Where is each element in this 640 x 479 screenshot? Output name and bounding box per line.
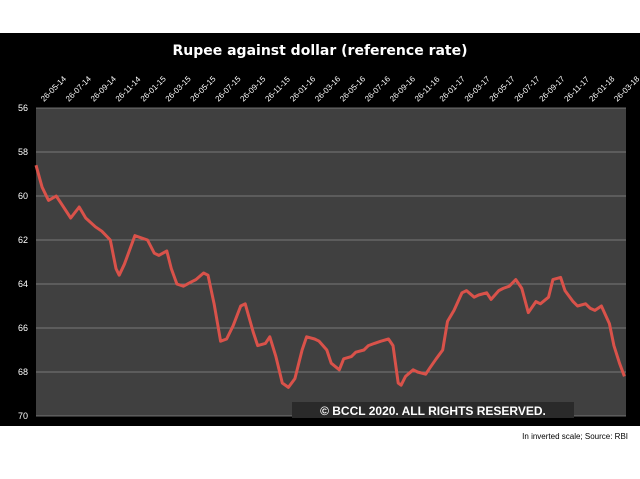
- x-tick-label: 26-07-15: [214, 74, 243, 103]
- x-tick-label: 26-11-15: [263, 74, 292, 103]
- y-tick-label: 62: [18, 235, 28, 245]
- x-tick-label: 26-09-17: [538, 74, 567, 103]
- x-tick-label: 26-11-17: [562, 74, 591, 103]
- x-tick-label: 26-09-14: [89, 74, 118, 103]
- x-tick-label: 26-03-16: [313, 74, 342, 103]
- series-line: [34, 164, 626, 389]
- x-tick-label: 26-11-16: [413, 74, 442, 103]
- y-tick-label: 58: [18, 147, 28, 157]
- x-tick-label: 26-11-14: [114, 74, 143, 103]
- x-tick-label: 26-07-14: [64, 74, 93, 103]
- y-tick-label: 68: [18, 367, 28, 377]
- x-tick-label: 26-01-16: [288, 74, 317, 103]
- x-tick-label: 26-01-15: [139, 74, 168, 103]
- x-tick-label: 26-01-17: [438, 74, 467, 103]
- x-tick-label: 26-07-16: [363, 74, 392, 103]
- source-note: In inverted scale; Source: RBI: [522, 432, 628, 441]
- x-tick-label: 26-07-17: [513, 74, 542, 103]
- y-tick-label: 70: [18, 411, 28, 421]
- x-axis-ticks: 26-05-1426-07-1426-09-1426-11-1426-01-15…: [39, 74, 640, 103]
- x-tick-label: 26-05-14: [39, 74, 68, 103]
- y-tick-label: 56: [18, 103, 28, 113]
- x-tick-label: 26-03-18: [612, 74, 640, 103]
- x-tick-label: 26-09-15: [238, 74, 267, 103]
- x-tick-label: 26-05-16: [338, 74, 367, 103]
- x-tick-label: 26-05-17: [488, 74, 517, 103]
- x-tick-label: 26-01-18: [587, 74, 616, 103]
- chart-svg: Rupee against dollar (reference rate) 56…: [18, 43, 640, 421]
- watermark-text: © BCCL 2020. ALL RIGHTS RESERVED.: [320, 404, 546, 418]
- x-tick-label: 26-05-15: [189, 74, 218, 103]
- y-axis-ticks: 56 58 60 62 64 66 68 70: [18, 103, 28, 421]
- y-tick-label: 60: [18, 191, 28, 201]
- chart-title: Rupee against dollar (reference rate): [172, 43, 467, 59]
- chart-panel: Rupee against dollar (reference rate) 56…: [0, 33, 640, 426]
- watermark-background: [292, 402, 574, 418]
- x-tick-label: 26-03-17: [463, 74, 492, 103]
- x-tick-label: 26-09-16: [388, 74, 417, 103]
- y-tick-label: 66: [18, 323, 28, 333]
- y-tick-label: 64: [18, 279, 28, 289]
- x-tick-label: 26-03-15: [164, 74, 193, 103]
